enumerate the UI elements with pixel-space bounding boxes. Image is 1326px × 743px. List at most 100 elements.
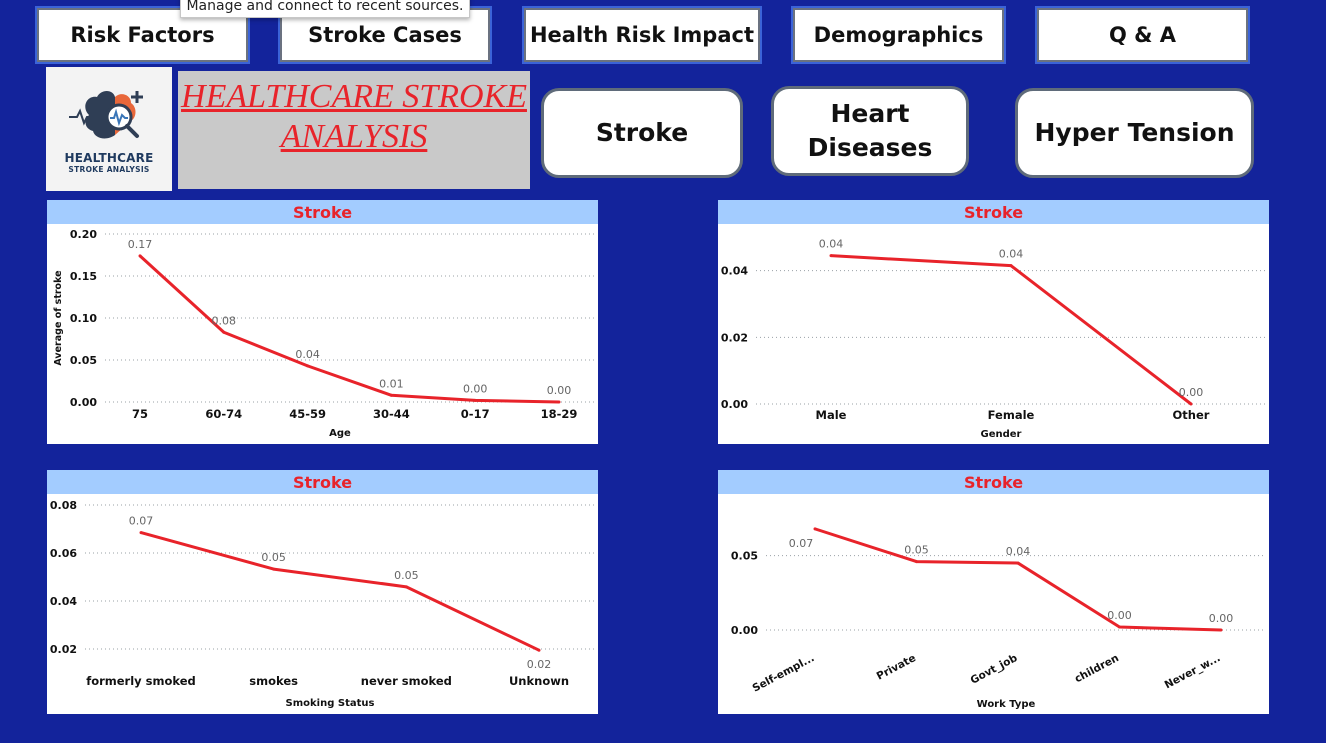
x-tick-label: formerly smoked: [86, 674, 196, 688]
nav-health-risk-impact-button[interactable]: Health Risk Impact: [524, 8, 760, 62]
data-point: [915, 560, 918, 564]
tooltip: Manage and connect to recent sources.: [180, 0, 470, 18]
y-tick-label: 0.05: [731, 550, 758, 563]
data-label: 0.05: [394, 569, 419, 582]
page-title: HEALTHCARE STROKE ANALYSIS: [178, 71, 530, 189]
data-point: [404, 585, 408, 589]
data-label: 0.04: [999, 248, 1024, 261]
y-tick-label: 0.15: [70, 270, 97, 283]
heart-diseases-label-1: Heart: [830, 99, 910, 128]
x-tick-label: 75: [132, 407, 148, 421]
data-point: [139, 531, 143, 535]
chart-title: Stroke: [47, 470, 598, 494]
y-tick-label: 0.10: [70, 312, 97, 325]
stroke-by-age-chart: Stroke 0.00 0.05 0.10 0.15 0.20 0.17 0.08 0.04 0…: [47, 200, 598, 444]
x-tick-label: Never_w...: [1163, 652, 1223, 691]
title-line-1: HEALTHCARE STROKE: [181, 78, 527, 115]
logo: HEALTHCARE STROKE ANALYSIS: [46, 67, 172, 191]
data-label: 0.00: [1107, 609, 1132, 622]
x-tick-label: smokes: [249, 674, 298, 688]
x-tick-label: 45-59: [289, 407, 326, 421]
y-tick-label: 0.06: [50, 547, 77, 560]
x-axis-label: Age: [329, 428, 351, 439]
data-point: [306, 364, 310, 368]
y-tick-label: 0.02: [50, 643, 77, 656]
heart-diseases-label-2: Diseases: [807, 133, 933, 162]
data-point: [1189, 402, 1193, 406]
x-tick-label: Govt_job: [968, 652, 1019, 687]
data-point: [222, 330, 226, 334]
data-point: [537, 648, 541, 652]
stroke-by-work-type-chart: Stroke 0.00 0.05 0.07 0.05 0.04 0.00 0.00 Self-…: [718, 470, 1269, 714]
series-line: [140, 531, 540, 652]
nav-demographics-button[interactable]: Demographics: [793, 8, 1004, 62]
x-tick-label: 0-17: [461, 407, 490, 421]
data-point: [1016, 561, 1020, 565]
stroke-by-gender-chart: Stroke 0.00 0.02 0.04 0.04 0.04 0.00 Male Femal…: [718, 200, 1269, 444]
nav-qa-button[interactable]: Q & A: [1037, 8, 1248, 62]
x-tick-label: Private: [875, 652, 918, 683]
y-tick-label: 0.08: [50, 499, 77, 512]
x-tick-label: Self-empl...: [751, 652, 817, 695]
x-tick-label: Female: [988, 408, 1035, 422]
data-point: [1118, 625, 1121, 629]
x-tick-label: 60-74: [205, 407, 242, 421]
data-point: [813, 527, 817, 531]
chart-title: Stroke: [47, 200, 598, 224]
logo-subtext: STROKE ANALYSIS: [68, 164, 150, 174]
logo-text: HEALTHCARE: [64, 150, 154, 165]
series-line: [830, 254, 1192, 406]
y-tick-label: 0.00: [70, 396, 97, 409]
data-label: 0.00: [1179, 386, 1204, 399]
data-label: 0.04: [1006, 545, 1031, 558]
y-tick-label: 0.04: [50, 595, 77, 608]
data-point: [1219, 628, 1223, 632]
chart-title: Stroke: [718, 470, 1269, 494]
data-label: 0.05: [261, 551, 286, 564]
data-label: 0.01: [379, 377, 404, 390]
x-tick-label: Other: [1173, 408, 1210, 422]
data-point: [829, 254, 833, 258]
x-tick-label: 30-44: [373, 407, 410, 421]
data-label: 0.07: [789, 537, 814, 550]
y-tick-label: 0.05: [70, 354, 97, 367]
data-point: [272, 567, 276, 571]
x-tick-label: children: [1073, 652, 1121, 685]
stroke-button[interactable]: Stroke: [541, 88, 743, 178]
x-axis-label: Gender: [981, 429, 1022, 440]
data-label: 0.05: [904, 544, 929, 557]
hyper-tension-button[interactable]: Hyper Tension: [1015, 88, 1254, 178]
heart-diseases-button[interactable]: Heart Diseases: [771, 86, 969, 176]
y-tick-label: 0.20: [70, 228, 97, 241]
series-line: [138, 254, 560, 404]
y-tick-label: 0.04: [721, 265, 748, 278]
data-label: 0.00: [547, 384, 572, 397]
title-line-2: ANALYSIS: [280, 118, 428, 155]
chart-title: Stroke: [718, 200, 1269, 224]
data-label: 0.04: [295, 348, 320, 361]
x-axis-label: Work Type: [977, 699, 1036, 710]
stroke-by-smoking-chart: Stroke 0.02 0.04 0.06 0.08 0.07 0.05 0.05 0.02 f…: [47, 470, 598, 714]
data-label: 0.02: [527, 658, 552, 671]
data-point: [389, 393, 393, 397]
data-point: [557, 400, 561, 404]
data-label: 0.17: [128, 238, 153, 251]
series-line: [814, 527, 1222, 632]
data-label: 0.08: [212, 314, 237, 327]
x-axis-label: Smoking Status: [286, 698, 375, 709]
data-point: [1009, 264, 1013, 268]
data-label: 0.00: [1209, 612, 1234, 625]
x-tick-label: Unknown: [509, 674, 569, 688]
x-tick-label: never smoked: [361, 674, 452, 688]
y-tick-label: 0.00: [731, 624, 758, 637]
x-tick-label: 18-29: [541, 407, 578, 421]
data-label: 0.07: [129, 515, 154, 528]
y-tick-label: 0.00: [721, 398, 748, 411]
data-point: [138, 254, 142, 258]
data-label: 0.04: [819, 238, 844, 251]
data-point: [473, 398, 477, 402]
brain-heart-icon: [69, 90, 143, 138]
y-tick-label: 0.02: [721, 331, 748, 344]
data-label: 0.00: [463, 382, 488, 395]
y-axis-label: Average of stroke: [53, 270, 64, 365]
